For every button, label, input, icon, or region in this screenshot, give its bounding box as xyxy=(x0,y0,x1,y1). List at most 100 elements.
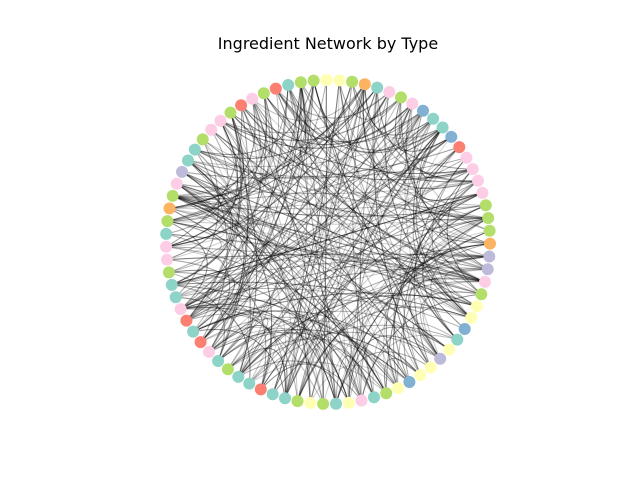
ingredient-node-red xyxy=(180,314,193,327)
ingredient-node-yellow xyxy=(392,382,404,395)
ingredient-node-teal xyxy=(427,112,440,125)
network-edge xyxy=(175,287,214,310)
network-edge xyxy=(165,105,243,248)
network-edge xyxy=(407,118,486,283)
ingredient-node-blue xyxy=(403,376,416,388)
network-edge xyxy=(208,329,421,376)
network-edge xyxy=(284,84,366,399)
ingredient-node-teal xyxy=(368,391,380,404)
ingredient-node-pink xyxy=(160,240,173,253)
network-edge xyxy=(227,338,410,383)
network-edge xyxy=(348,217,489,403)
network-edge xyxy=(237,110,424,378)
network-edge xyxy=(230,112,472,319)
network-edge xyxy=(167,88,280,222)
network-edge xyxy=(187,157,467,178)
network-edge xyxy=(166,120,239,261)
network-edge xyxy=(186,112,242,321)
network-edge xyxy=(180,298,472,319)
network-edge xyxy=(313,80,432,368)
network-edge xyxy=(415,192,483,340)
network-edge xyxy=(444,268,488,307)
network-edge xyxy=(166,110,424,248)
ingredient-node-blue xyxy=(417,104,429,117)
network-edge xyxy=(272,84,366,395)
ingredient-node-pink xyxy=(406,97,419,110)
ingredient-node-green xyxy=(307,74,320,87)
network-edge xyxy=(397,217,489,389)
ingredient-node-green xyxy=(395,91,407,104)
network-edge xyxy=(446,168,482,295)
network-edge xyxy=(181,146,460,179)
network-edge xyxy=(194,149,488,270)
network-edge xyxy=(240,105,362,401)
network-edge xyxy=(272,80,340,395)
network-edge xyxy=(430,243,491,340)
network-edge xyxy=(172,195,482,295)
network-edge xyxy=(217,105,250,362)
network-edge xyxy=(237,82,303,378)
network-edge xyxy=(186,98,262,321)
network-edge xyxy=(166,246,387,394)
network-edge xyxy=(186,168,473,322)
ingredient-node-yellow xyxy=(424,361,437,374)
ingredient-node-teal xyxy=(243,377,256,390)
network-edge xyxy=(322,268,488,405)
network-edge xyxy=(384,357,421,394)
network-edge xyxy=(284,127,444,399)
network-edge xyxy=(297,348,324,404)
network-edge xyxy=(348,335,441,403)
ingredient-node-teal xyxy=(182,154,194,167)
network-edge xyxy=(297,306,472,402)
network-edge xyxy=(176,183,350,403)
network-edge xyxy=(404,103,441,359)
network-edge xyxy=(217,318,269,378)
network-edge xyxy=(251,98,410,383)
network-edge xyxy=(192,292,477,333)
network-edge xyxy=(171,192,483,286)
ingredient-node-orange xyxy=(484,237,496,250)
network-edge xyxy=(166,129,229,235)
network-edge xyxy=(171,255,490,286)
ingredient-node-yellow xyxy=(443,343,456,356)
network-edge xyxy=(287,84,491,245)
ingredient-node-pink xyxy=(355,394,368,407)
ingredient-node-lavender xyxy=(483,250,496,263)
ingredient-node-red xyxy=(194,336,207,349)
network-edge xyxy=(413,110,482,295)
network-edge xyxy=(248,278,486,384)
ingredient-node-pink xyxy=(214,114,227,127)
network-edge xyxy=(217,310,450,362)
network-edge xyxy=(175,168,473,298)
network-edge xyxy=(192,310,375,398)
network-edge xyxy=(169,207,482,295)
network-edge xyxy=(230,112,298,402)
ingredient-node-red xyxy=(235,99,248,112)
network-edge xyxy=(171,217,489,286)
network-edge xyxy=(384,91,472,319)
network-edge xyxy=(192,256,490,333)
network-edge xyxy=(335,217,489,404)
network-edge xyxy=(193,329,286,399)
network-edge xyxy=(168,271,324,405)
network-edge xyxy=(412,322,458,368)
network-edge xyxy=(166,82,302,248)
network-edge xyxy=(194,149,311,404)
network-edge xyxy=(275,82,307,145)
network-edge xyxy=(186,93,267,321)
network-edge xyxy=(175,139,219,298)
network-edge xyxy=(180,298,337,404)
network-edge xyxy=(272,103,413,395)
network-edge xyxy=(359,91,390,398)
network-edge xyxy=(166,259,267,390)
network-edge xyxy=(176,183,387,394)
network-edge xyxy=(220,120,258,378)
network-edge xyxy=(237,336,277,390)
network-edge xyxy=(422,281,486,360)
network-edge xyxy=(187,160,387,394)
network-edge xyxy=(194,149,489,219)
network-edge xyxy=(186,192,483,322)
network-edge xyxy=(398,97,479,182)
network-edge xyxy=(248,268,488,384)
network-edge xyxy=(348,118,434,403)
